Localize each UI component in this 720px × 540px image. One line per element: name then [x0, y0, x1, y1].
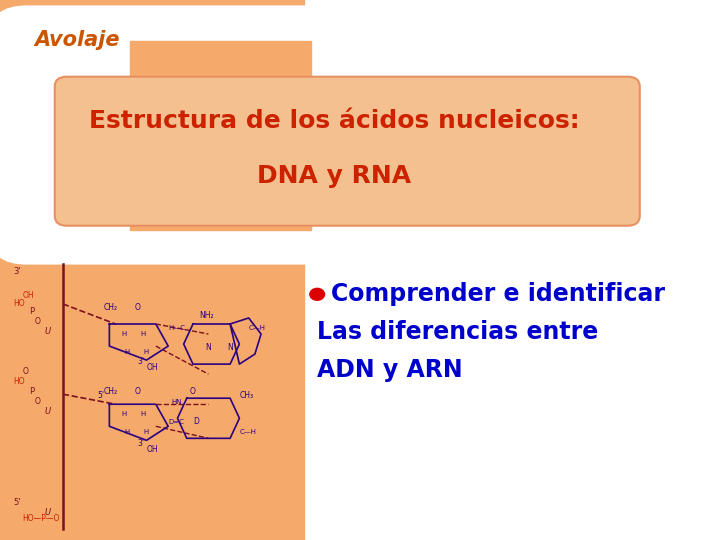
Text: Las diferencias entre: Las diferencias entre [318, 320, 598, 344]
Text: H: H [143, 349, 148, 355]
Text: N: N [205, 343, 211, 352]
Text: HO: HO [14, 377, 25, 386]
Text: HO—P—O: HO—P—O [23, 514, 60, 523]
Text: D: D [193, 417, 199, 426]
Text: DNA y RNA: DNA y RNA [257, 164, 411, 187]
Bar [0, 0, 304, 240]
Bar [130, 40, 310, 230]
Text: D=C: D=C [168, 419, 184, 426]
Text: P: P [29, 387, 34, 396]
FancyBboxPatch shape [55, 77, 640, 226]
Text: O: O [190, 387, 196, 396]
Text: O: O [134, 387, 140, 396]
Text: H: H [143, 429, 148, 435]
Text: 3': 3' [138, 440, 144, 448]
Text: ADN y ARN: ADN y ARN [318, 358, 463, 382]
Text: H: H [125, 349, 130, 355]
Text: U: U [45, 327, 50, 336]
Text: HN: HN [171, 399, 181, 405]
Text: H: H [122, 411, 127, 417]
Text: C—H: C—H [248, 325, 266, 331]
Text: U: U [45, 508, 50, 517]
Text: 5': 5' [14, 497, 21, 507]
Text: C—H: C—H [240, 429, 256, 435]
Text: CH₂: CH₂ [103, 387, 117, 396]
Text: HO: HO [14, 299, 25, 308]
Text: 5': 5' [97, 391, 104, 400]
Text: H—C: H—C [168, 325, 185, 331]
Text: O: O [35, 397, 41, 406]
Text: OH: OH [147, 363, 158, 372]
Text: U: U [45, 407, 50, 416]
FancyBboxPatch shape [0, 5, 341, 265]
Text: CH₂: CH₂ [103, 303, 117, 312]
Text: O: O [35, 317, 41, 326]
Text: P: P [29, 307, 34, 316]
Bar [0, 240, 304, 540]
Text: 3': 3' [14, 267, 21, 276]
Text: N: N [227, 343, 233, 352]
Text: CH₃: CH₃ [240, 391, 253, 400]
Text: H: H [125, 429, 130, 435]
Text: Avolaje: Avolaje [34, 30, 120, 51]
Text: O: O [134, 303, 140, 312]
Text: OH: OH [23, 291, 35, 300]
Text: NH₂: NH₂ [199, 311, 214, 320]
Text: H: H [140, 411, 145, 417]
Text: Estructura de los ácidos nucleicos:: Estructura de los ácidos nucleicos: [89, 110, 579, 133]
Circle shape [310, 288, 325, 300]
Text: O: O [23, 367, 29, 376]
Text: H: H [122, 331, 127, 337]
Text: 3': 3' [138, 357, 144, 366]
Text: OH: OH [147, 446, 158, 454]
Text: H: H [140, 331, 145, 337]
Text: Comprender e identificar: Comprender e identificar [330, 282, 665, 306]
